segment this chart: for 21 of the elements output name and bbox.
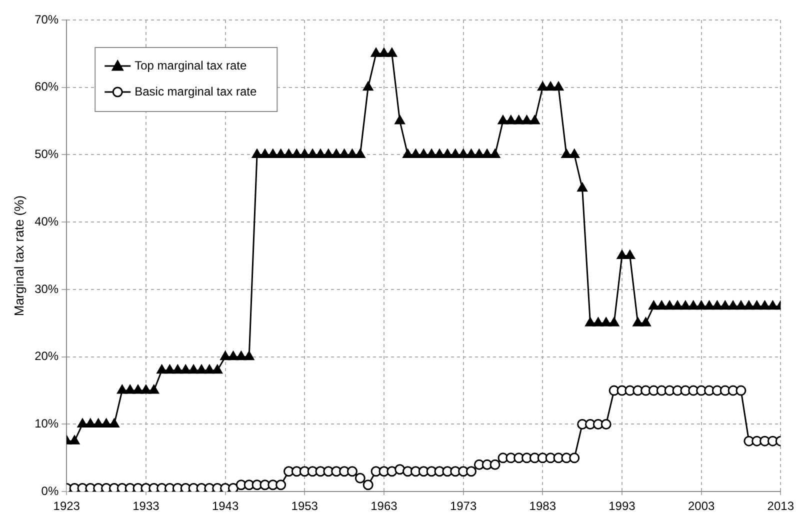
x-tick-label: 2013 (767, 499, 794, 514)
x-tick-label: 1923 (53, 499, 80, 514)
x-tick-label: 1953 (291, 499, 318, 514)
x-tick-label: 1943 (212, 499, 239, 514)
x-tick-label: 1983 (529, 499, 556, 514)
x-tick-label: 1933 (132, 499, 160, 514)
y-axis-title: Marginal tax rate (%) (11, 195, 26, 316)
x-tick-label: 2003 (688, 499, 715, 514)
y-tick-label: 70% (34, 12, 59, 26)
legend-label: Basic marginal tax rate (134, 84, 257, 98)
y-tick-label: 20% (34, 349, 59, 364)
legend-label: Top marginal tax rate (134, 58, 247, 72)
y-tick-label: 50% (34, 147, 59, 162)
x-tick-label: 1973 (450, 499, 477, 514)
y-tick-label: 40% (34, 214, 59, 228)
x-tick-label: 1963 (370, 499, 398, 514)
y-tick-label: 0% (41, 484, 59, 498)
x-tick-label: 1993 (608, 499, 636, 514)
y-tick-label: 30% (34, 282, 59, 296)
y-tick-label: 10% (34, 416, 59, 431)
y-tick-label: 60% (34, 80, 59, 94)
